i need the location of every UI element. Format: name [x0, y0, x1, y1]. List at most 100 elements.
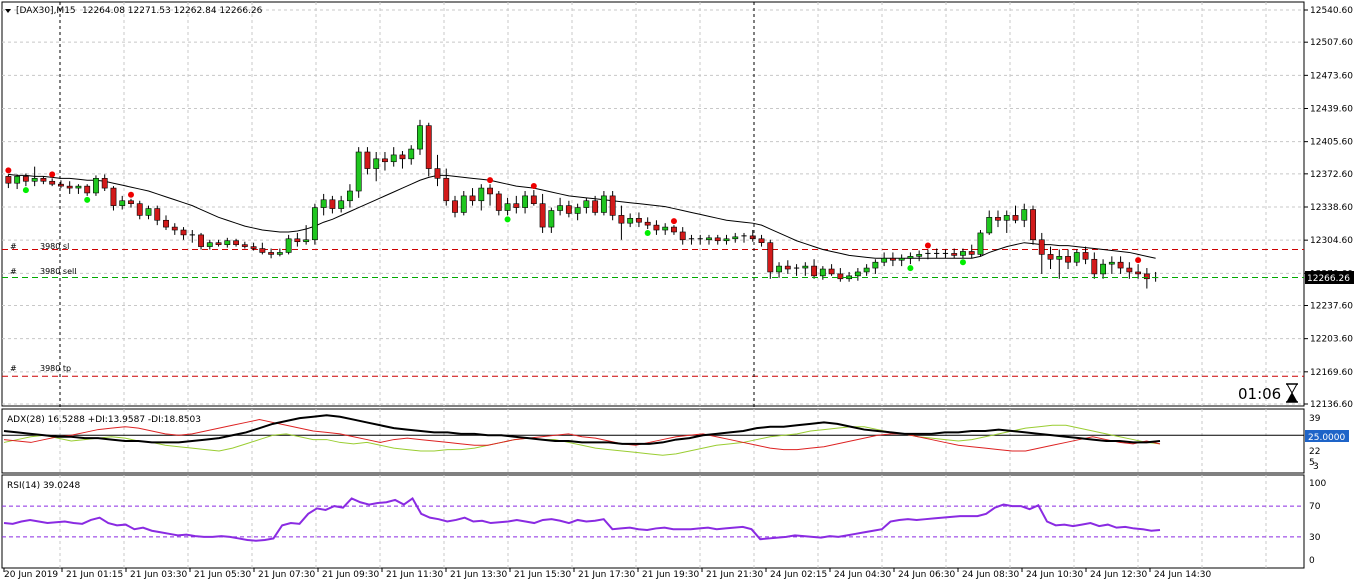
minus-di-line	[3, 419, 1161, 452]
candle	[14, 174, 21, 190]
price-axis-label: 12304.60	[1310, 236, 1353, 246]
candle	[390, 147, 397, 167]
time-axis-label: 21 Jun 11:30	[386, 570, 443, 580]
main-grid	[2, 2, 1304, 406]
candle	[171, 223, 178, 235]
candle	[382, 151, 388, 171]
candle	[268, 248, 275, 259]
candle	[1073, 249, 1080, 267]
main-price-panel[interactable]	[1, 1, 1305, 407]
candle	[487, 184, 493, 206]
symbol-dropdown-icon[interactable]	[5, 9, 11, 13]
price-axis[interactable]: 12540.60 12507.60 12473.60 12439.60 12405.60…	[1304, 6, 1353, 410]
rsi-axis-label: 100	[1309, 479, 1326, 489]
candle	[960, 248, 966, 259]
candle	[1012, 205, 1019, 224]
candle	[635, 212, 642, 228]
time-axis-label: 21 Jun 07:30	[258, 570, 315, 580]
candle	[600, 191, 607, 216]
candle	[329, 195, 336, 214]
time-axis[interactable]: 20 Jun 2019 21 Jun 01:15 21 Jun 03:30 21 Ju…	[3, 568, 1211, 580]
candle	[776, 262, 782, 278]
time-axis-label: 21 Jun 01:15	[66, 570, 123, 580]
current-price-marker: 12266.26	[1305, 271, 1354, 284]
rsi-axis-label: 0	[1309, 556, 1315, 566]
adx-axis-label-3: 3	[1313, 462, 1319, 472]
candle	[303, 225, 310, 245]
time-axis-label: 24 Jun 12:30	[1090, 570, 1147, 580]
candle	[697, 234, 703, 245]
candle	[452, 195, 458, 218]
rsi-header: RSI(14) 39.0248	[7, 481, 80, 491]
candle	[355, 147, 362, 198]
symbol-label: [DAX30],M15	[16, 6, 76, 16]
candle	[338, 195, 345, 213]
adx-axis-label-5: 5	[1309, 458, 1315, 468]
candle	[1117, 256, 1124, 274]
rsi-panel[interactable]	[1, 474, 1305, 569]
adx-panel[interactable]	[1, 408, 1305, 474]
price-axis-label: 12473.60	[1310, 71, 1353, 81]
candle	[373, 151, 380, 182]
candle	[110, 186, 117, 211]
candle	[101, 174, 108, 192]
signal-dots	[5, 167, 1142, 272]
current-price-label: 12266.26	[1307, 274, 1350, 284]
candle	[977, 230, 984, 257]
candle	[671, 225, 677, 235]
candle	[346, 184, 353, 208]
candle	[1047, 246, 1054, 270]
candle	[522, 191, 529, 214]
candle	[968, 244, 975, 259]
candle	[513, 195, 520, 214]
candle	[539, 193, 546, 233]
time-axis-label: 21 Jun 15:30	[514, 570, 571, 580]
sell-signal-dot	[670, 218, 677, 225]
candle	[714, 234, 721, 245]
buy-signal-dot	[959, 259, 966, 266]
candle	[1126, 262, 1133, 279]
candle	[811, 259, 818, 279]
candle	[75, 184, 82, 194]
buy-signal-dot	[22, 187, 29, 194]
candle	[548, 207, 555, 233]
candle	[758, 234, 765, 247]
candle	[627, 213, 634, 228]
rsi-axis-label: 30	[1309, 533, 1321, 543]
buy-signal-dot	[644, 230, 651, 237]
adx-line	[3, 414, 1161, 445]
time-axis-label: 21 Jun 05:30	[194, 570, 251, 580]
candle	[1030, 205, 1036, 245]
time-axis-label: 24 Jun 10:30	[1026, 570, 1083, 580]
adx-header: ADX(28) 16.5288 +DI:13.9587 -DI:18.8503	[7, 415, 201, 425]
time-axis-label: 21 Jun 17:30	[578, 570, 635, 580]
candle	[49, 178, 56, 187]
candle	[320, 193, 327, 216]
candle	[706, 234, 712, 245]
candle	[662, 223, 669, 235]
price-axis-label: 12338.60	[1310, 203, 1353, 213]
candle	[951, 248, 958, 259]
candle	[224, 237, 231, 248]
candle	[198, 232, 204, 250]
candle	[460, 191, 467, 216]
candle	[250, 242, 257, 251]
candle	[285, 234, 292, 255]
time-axis-label: 20 Jun 2019	[4, 570, 58, 580]
candle	[119, 195, 126, 210]
candle	[1135, 264, 1142, 279]
sell-signal-dot	[127, 191, 134, 198]
candle	[136, 200, 143, 220]
candle	[679, 227, 686, 245]
candle	[741, 232, 747, 243]
candle	[40, 176, 47, 185]
candle	[276, 248, 283, 257]
time-axis-label: 21 Jun 09:30	[322, 570, 379, 580]
candle	[925, 249, 931, 260]
candle	[311, 203, 318, 245]
hourglass-icon	[1286, 383, 1298, 403]
sell-signal-dot	[5, 167, 12, 174]
price-axis-label: 12540.60	[1310, 6, 1353, 16]
candle	[57, 180, 64, 189]
